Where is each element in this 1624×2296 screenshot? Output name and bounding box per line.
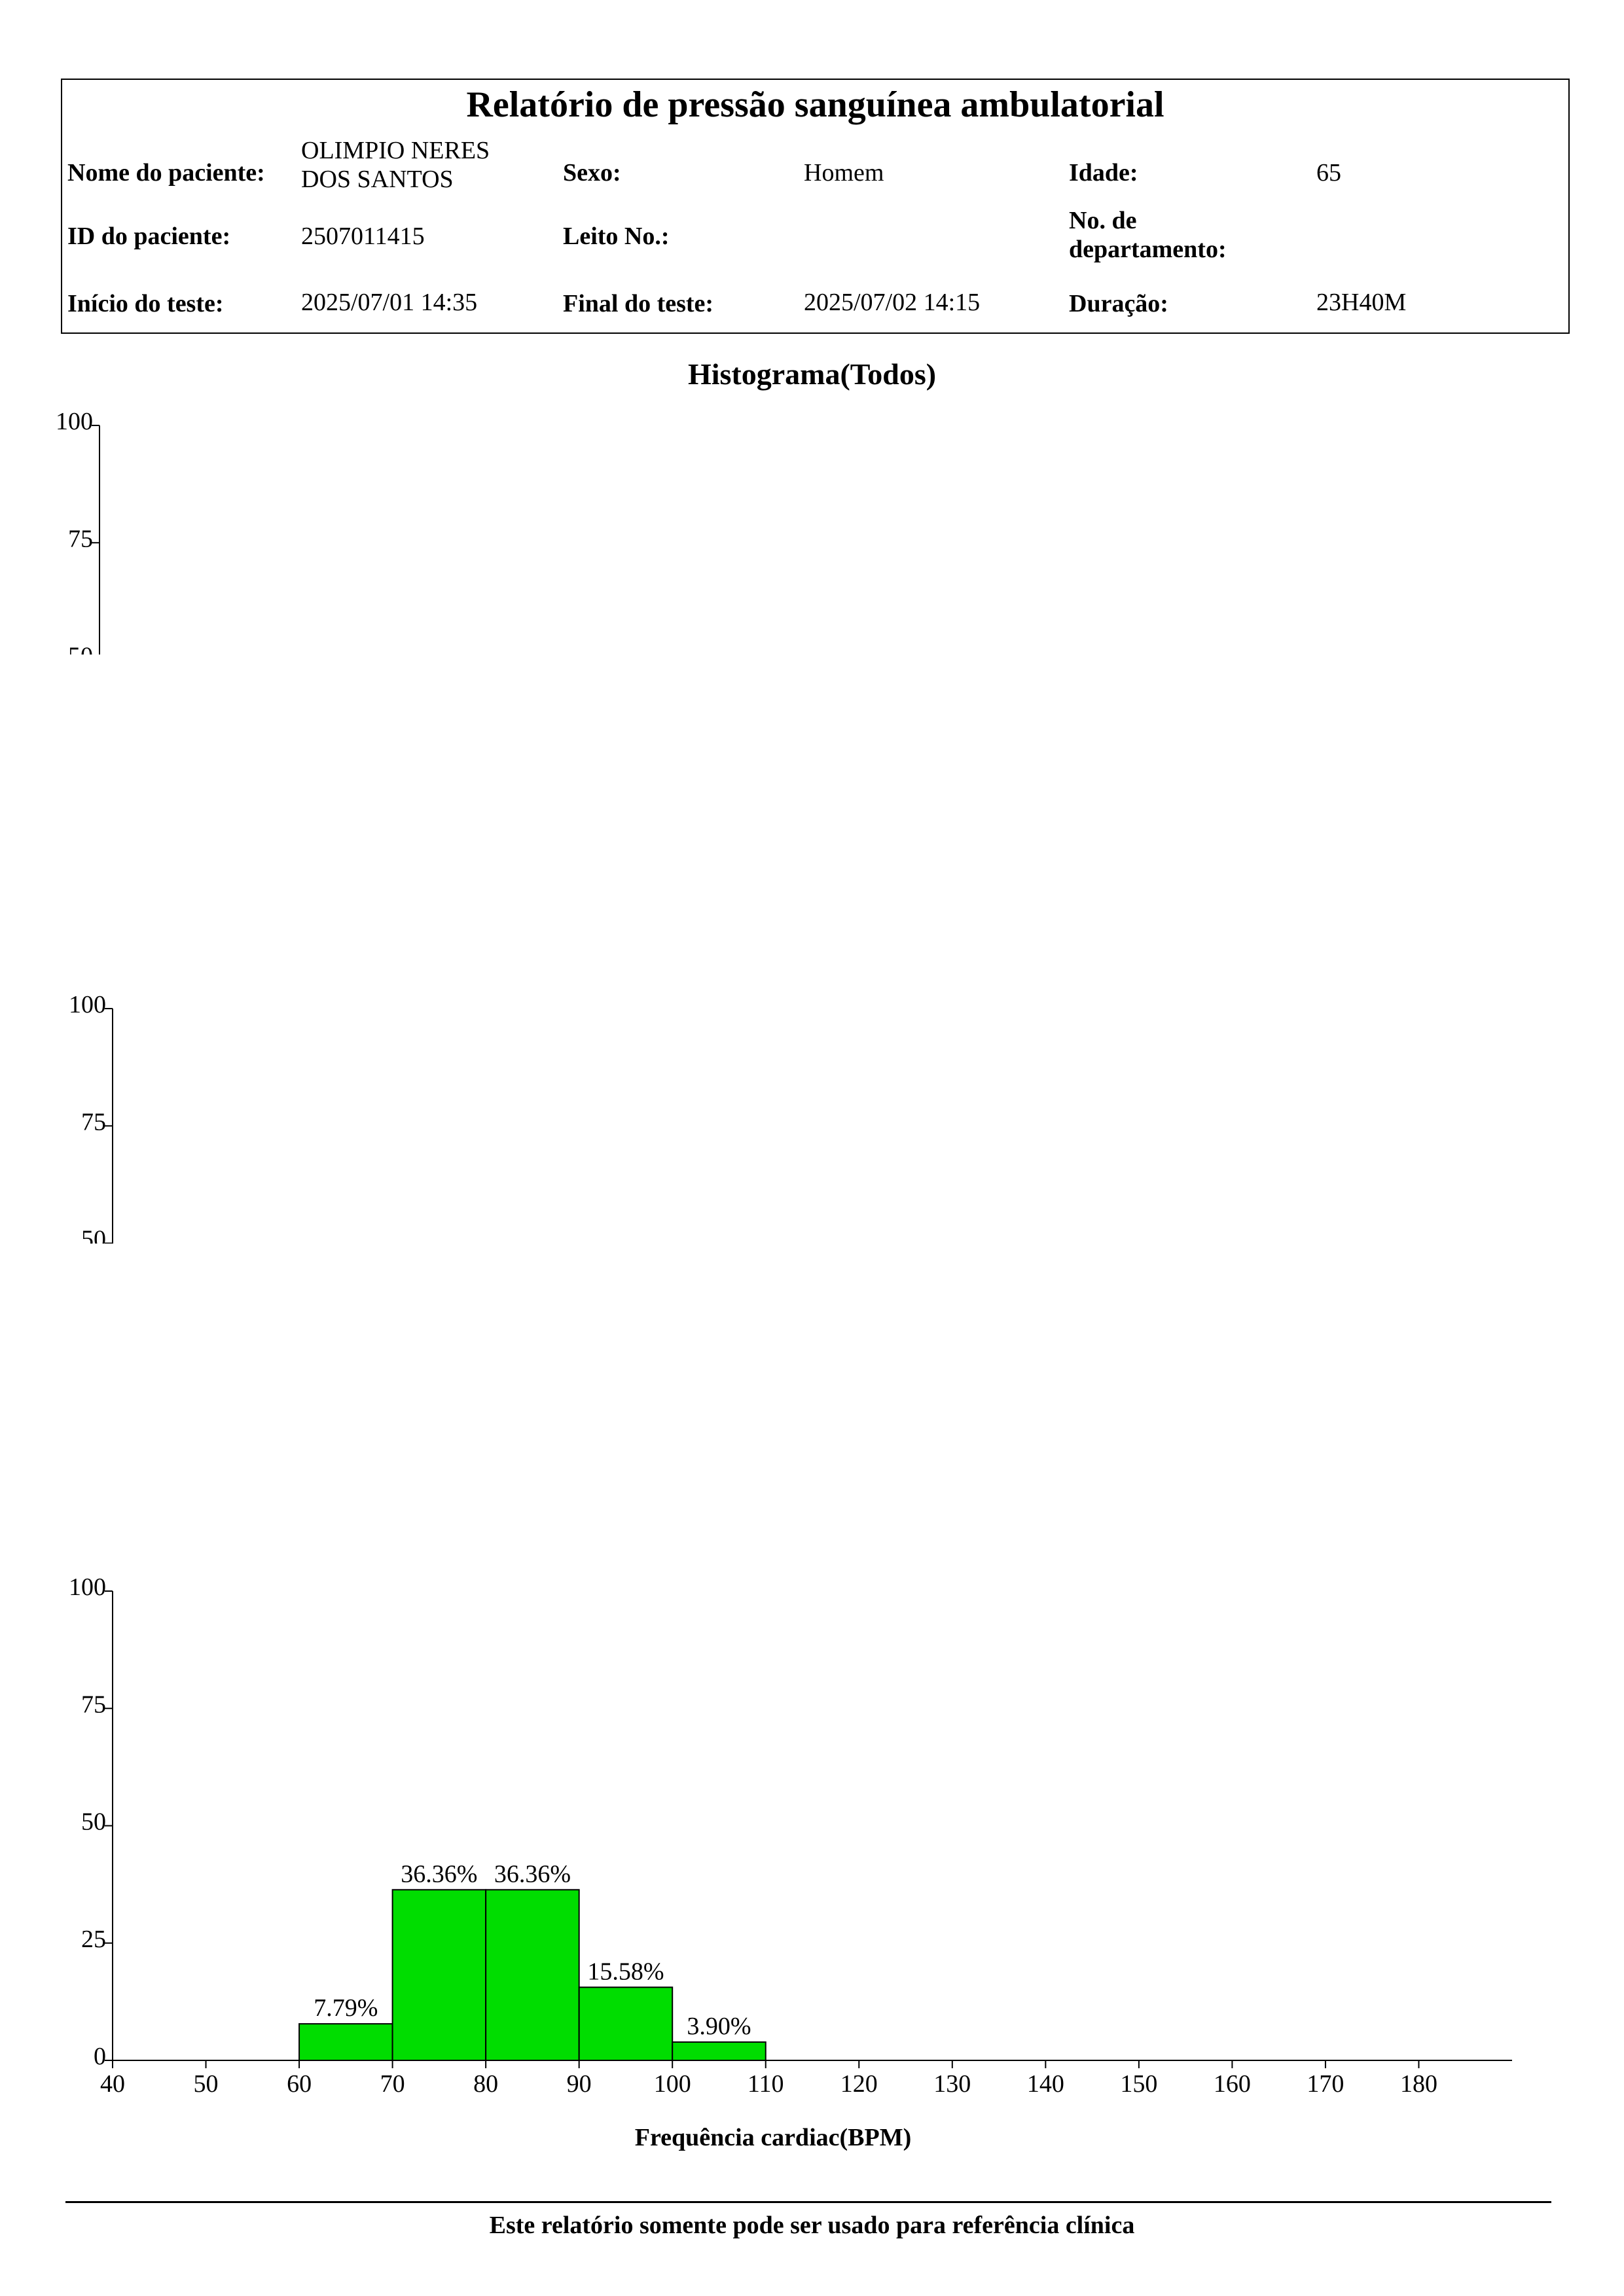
heart-rate-x-tick-label: 140 (1027, 2070, 1064, 2098)
heart-rate-x-tick-label: 40 (100, 2070, 125, 2098)
heart-rate-x-tick-label: 170 (1307, 2070, 1344, 2098)
systolic-y-tick-label: 50 (68, 643, 93, 655)
test-end-value: 2025/07/02 14:15 (804, 289, 981, 316)
report-title: Relatório de pressão sanguínea ambulator… (466, 84, 1164, 125)
age-value: 65 (1316, 159, 1341, 187)
heart-rate-y-tick-label: 25 (81, 1926, 106, 1953)
systolic-y-tick-label: 100 (56, 408, 93, 435)
heart-rate-x-tick-label: 150 (1120, 2070, 1157, 2098)
heart-rate-x-tick-label: 90 (567, 2070, 592, 2098)
heart-rate-bar-label: 15.58% (587, 1958, 664, 1985)
age-label: Idade: (1069, 159, 1138, 187)
heart-rate-y-tick-label: 0 (94, 2043, 106, 2070)
heart-rate-x-tick-label: 50 (194, 2070, 219, 2098)
heart-rate-bar-label: 36.36% (494, 1860, 571, 1888)
diastolic-y-tick-label: 100 (69, 991, 106, 1018)
heart-rate-y-tick-label: 100 (69, 1573, 106, 1601)
heart-rate-x-tick-label: 110 (748, 2070, 784, 2098)
footer-note: Este relatório somente pode ser usado pa… (489, 2212, 1135, 2239)
heart-rate-x-tick-label: 100 (654, 2070, 691, 2098)
sex-label: Sexo: (563, 159, 621, 187)
systolic-y-tick-label: 75 (68, 525, 93, 552)
heart-rate-y-tick-label: 75 (81, 1691, 106, 1718)
diastolic-y-tick-label: 75 (81, 1108, 106, 1136)
histogram-section-title: Histograma(Todos) (687, 357, 937, 391)
heart-rate-bar (391, 1889, 487, 2062)
heart-rate-bar (672, 2041, 767, 2062)
sex-value: Homem (804, 159, 884, 187)
heart-rate-x-tick-label: 160 (1214, 2070, 1251, 2098)
test-start-value: 2025/07/01 14:35 (301, 289, 478, 316)
diastolic-histogram: 0255075100405060708090100110120130140150… (69, 991, 113, 1244)
heart-rate-x-tick-label: 180 (1400, 2070, 1437, 2098)
test-end-label: Final do teste: (563, 290, 714, 317)
heart-rate-bar (298, 2023, 393, 2062)
test-start-label: Início do teste: (67, 290, 224, 317)
heart-rate-x-axis-title: Frequência cardiac(BPM) (635, 2124, 911, 2151)
diastolic-y-tick-label: 50 (81, 1226, 106, 1244)
heart-rate-bar (485, 1889, 580, 2062)
heart-rate-x-tick-label: 120 (840, 2070, 878, 2098)
patient-name-value: OLIMPIO NERES DOS SANTOS (301, 137, 490, 193)
report-header: Relatório de pressão sanguínea ambulator… (61, 79, 1570, 334)
patient-id-label: ID do paciente: (67, 223, 231, 250)
bed-number-label: Leito No.: (563, 223, 670, 250)
duration-label: Duração: (1069, 290, 1168, 317)
heart-rate-histogram: 0 25 50 75 100 40 50 60 70 80 90 100 110 120 130 140 150… (69, 1573, 1512, 2151)
heart-rate-bar-label: 36.36% (401, 1860, 477, 1888)
heart-rate-bar-label: 3.90% (687, 2013, 751, 2040)
heart-rate-x-tick-label: 70 (380, 2070, 405, 2098)
heart-rate-x-tick-label: 80 (473, 2070, 498, 2098)
patient-name-label: Nome do paciente: (67, 159, 265, 187)
heart-rate-y-tick-label: 50 (81, 1808, 106, 1836)
footer-divider (65, 2201, 1551, 2203)
heart-rate-bar (578, 1986, 674, 2062)
duration-value: 23H40M (1316, 289, 1407, 316)
department-label: No. de departamento: (1069, 207, 1227, 263)
systolic-histogram: 0255075100809010011012013014015016017018… (56, 408, 100, 655)
heart-rate-x-tick-label: 60 (287, 2070, 312, 2098)
heart-rate-bar-label: 7.79% (314, 1994, 378, 2022)
heart-rate-x-tick-label: 130 (933, 2070, 971, 2098)
patient-id-value: 2507011415 (301, 223, 425, 250)
